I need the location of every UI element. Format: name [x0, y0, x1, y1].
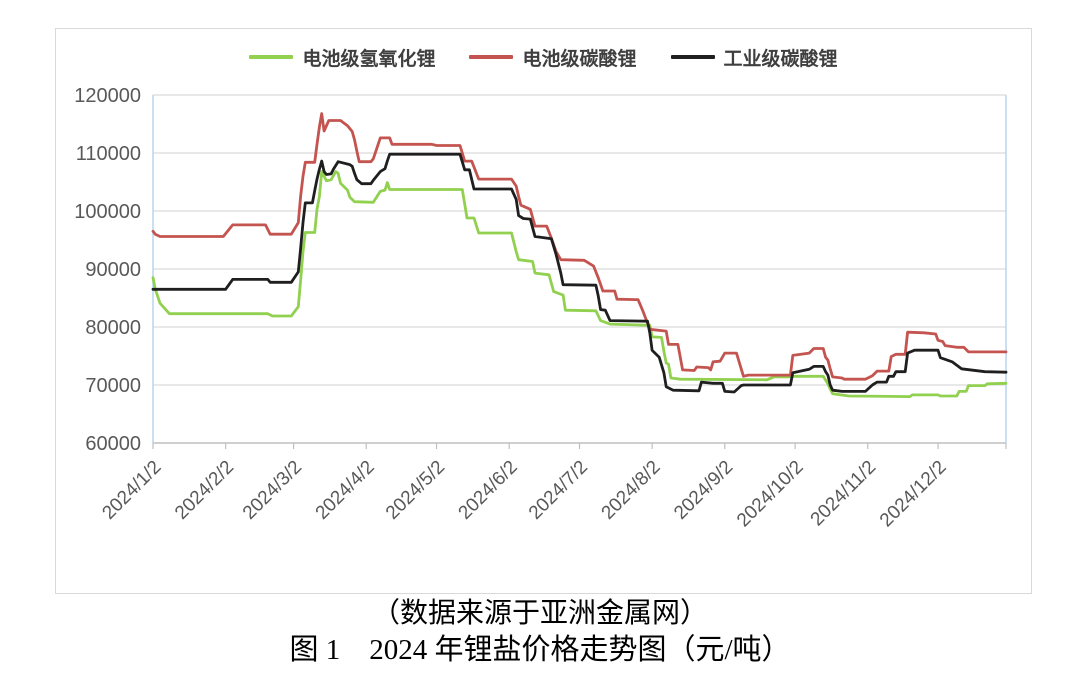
legend-line-swatch-black [670, 55, 715, 59]
series-line-battery-lithium-hydroxide [151, 170, 1008, 399]
y-tick-label-60000: 60000 [85, 433, 141, 455]
x-tick-label-2024/5/2: 2024/5/2 [382, 457, 449, 524]
x-tick-label-2024/2/2: 2024/2/2 [171, 457, 238, 524]
y-tick-label-110000: 110000 [76, 143, 141, 165]
legend-item-industrial-lithium-carbonate: 工业级碳酸锂 [670, 44, 838, 71]
legend-line-swatch-red [469, 55, 514, 59]
chart-legend: 电池级氢氧化锂 电池级碳酸锂 工业级碳酸锂 [55, 40, 1032, 74]
legend-label: 电池级氢氧化锂 [302, 48, 436, 70]
y-tick-label-120000: 120000 [74, 85, 141, 107]
y-tick-label-90000: 90000 [85, 259, 141, 281]
y-tick-label-100000: 100000 [74, 201, 141, 223]
legend-label: 电池级碳酸锂 [522, 48, 637, 70]
chart-frame [55, 28, 1032, 594]
x-tick-label-2024/11/2: 2024/11/2 [807, 457, 881, 531]
figure-caption: 图 1 2024 年锂盐价格走势图（元/吨） [289, 634, 791, 666]
series-line-industrial-lithium-carbonate [151, 152, 1008, 394]
x-tick-label-2024/3/2: 2024/3/2 [239, 457, 306, 524]
x-tick-label-2024/9/2: 2024/9/2 [670, 457, 737, 524]
series-line-battery-lithium-carbonate [151, 112, 1008, 381]
x-tick-label-2024/8/2: 2024/8/2 [598, 457, 665, 524]
legend-line-swatch-green [249, 55, 294, 59]
x-tick-label-2024/12/2: 2024/12/2 [876, 457, 951, 532]
x-tick-label-2024/10/2: 2024/10/2 [733, 457, 808, 532]
x-tick-label-2024/4/2: 2024/4/2 [312, 457, 379, 524]
x-tick-label-2024/7/2: 2024/7/2 [525, 457, 592, 524]
legend-item-battery-lithium-hydroxide: 电池级氢氧化锂 [249, 44, 435, 71]
legend-label: 工业级碳酸锂 [723, 48, 838, 70]
y-tick-label-80000: 80000 [85, 317, 141, 339]
data-source-caption: （数据来源于亚洲金属网） [371, 598, 708, 629]
legend-item-battery-lithium-carbonate: 电池级碳酸锂 [469, 44, 637, 71]
x-tick-label-2024/6/2: 2024/6/2 [455, 457, 522, 524]
x-tick-label-2024/1/2: 2024/1/2 [98, 457, 165, 524]
y-tick-label-70000: 70000 [85, 375, 141, 397]
